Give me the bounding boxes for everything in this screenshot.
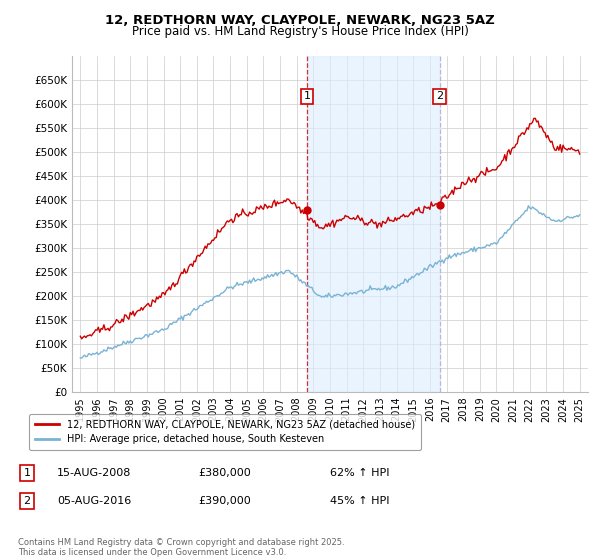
Text: 12, REDTHORN WAY, CLAYPOLE, NEWARK, NG23 5AZ: 12, REDTHORN WAY, CLAYPOLE, NEWARK, NG23… — [105, 14, 495, 27]
Text: 1: 1 — [23, 468, 31, 478]
Text: £390,000: £390,000 — [198, 496, 251, 506]
Text: 2: 2 — [436, 91, 443, 101]
Text: 62% ↑ HPI: 62% ↑ HPI — [330, 468, 389, 478]
Text: 45% ↑ HPI: 45% ↑ HPI — [330, 496, 389, 506]
Text: Contains HM Land Registry data © Crown copyright and database right 2025.
This d: Contains HM Land Registry data © Crown c… — [18, 538, 344, 557]
Bar — [307, 56, 440, 392]
Text: 15-AUG-2008: 15-AUG-2008 — [57, 468, 131, 478]
Text: Price paid vs. HM Land Registry's House Price Index (HPI): Price paid vs. HM Land Registry's House … — [131, 25, 469, 38]
Text: 1: 1 — [304, 91, 311, 101]
Text: 2: 2 — [23, 496, 31, 506]
Text: £380,000: £380,000 — [198, 468, 251, 478]
Text: 05-AUG-2016: 05-AUG-2016 — [57, 496, 131, 506]
Legend: 12, REDTHORN WAY, CLAYPOLE, NEWARK, NG23 5AZ (detached house), HPI: Average pric: 12, REDTHORN WAY, CLAYPOLE, NEWARK, NG23… — [29, 414, 421, 450]
